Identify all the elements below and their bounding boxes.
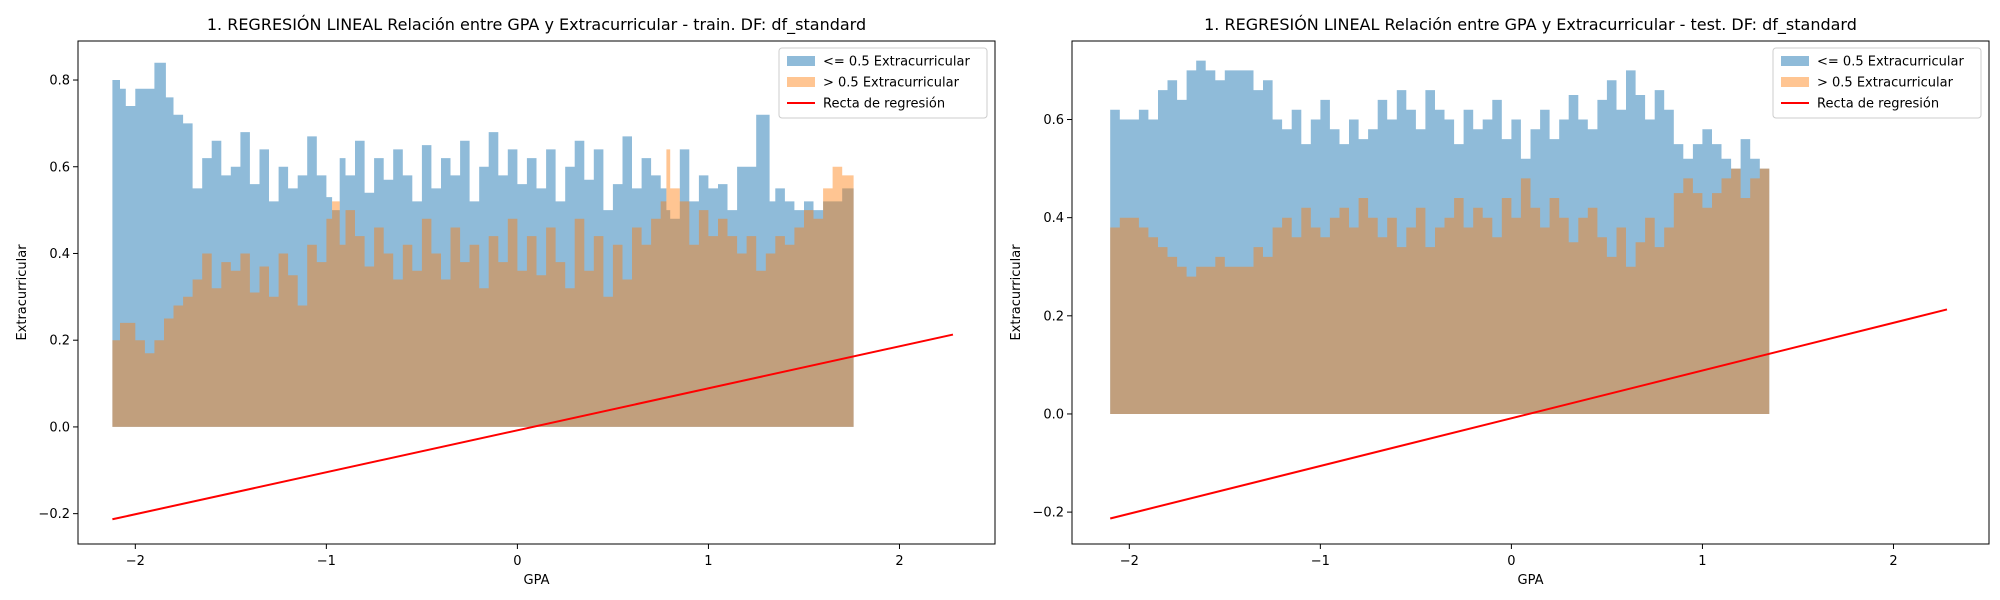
legend-label: <= 0.5 Extracurricular <box>823 55 970 70</box>
x-tick-label: −2 <box>1120 554 1139 569</box>
x-tick-label: 0 <box>1507 554 1515 569</box>
series-fill-1 <box>112 62 854 427</box>
legend-box <box>1772 47 1982 119</box>
x-axis-label: GPA <box>1518 573 1544 588</box>
y-tick-label: 0.0 <box>1043 407 1064 422</box>
legend-swatch <box>787 56 815 66</box>
series-fill-2 <box>112 149 854 427</box>
legend-swatch <box>1781 77 1809 87</box>
legend: <= 0.5 Extracurricular > 0.5 Extracurricu… <box>1772 47 1982 119</box>
y-axis-label: Extracurricular <box>15 244 30 341</box>
regression-line <box>1109 308 1948 520</box>
x-tick-label: −1 <box>1311 554 1330 569</box>
y-tick-label: 0.2 <box>49 334 70 349</box>
legend-swatch <box>1781 56 1809 66</box>
y-tick-label: 0.4 <box>1043 211 1064 226</box>
axes-frame <box>77 40 996 545</box>
y-tick-label: −0.2 <box>38 507 70 522</box>
x-tick-label: −2 <box>126 554 145 569</box>
legend-label: Recta de regresión <box>823 97 945 112</box>
regression-line <box>112 333 954 521</box>
y-tick-label: 0.2 <box>1043 309 1064 324</box>
x-tick-label: 0 <box>513 554 521 569</box>
legend-label: > 0.5 Extracurricular <box>1817 76 1954 91</box>
legend-box <box>778 47 988 119</box>
axes-frame <box>1071 40 1990 545</box>
legend-label: > 0.5 Extracurricular <box>823 76 960 91</box>
legend-swatch <box>787 77 815 87</box>
chart-title: 1. REGRESIÓN LINEAL Relación entre GPA y… <box>207 15 866 35</box>
y-axis-label: Extracurricular <box>1009 244 1024 341</box>
legend-label: Recta de regresión <box>1817 97 1939 112</box>
x-tick-label: 2 <box>1889 554 1897 569</box>
x-tick-label: 1 <box>1698 554 1706 569</box>
y-tick-label: 0.0 <box>49 420 70 435</box>
panel-2: −2 −1 0 1 2 −0.2 0.0 0.2 0.4 0.6 1. REGRESIÓN LINE… <box>1009 15 1990 588</box>
series-fill-2 <box>1110 149 1770 414</box>
y-tick-label: 0.8 <box>49 74 70 89</box>
x-axis-label: GPA <box>524 573 550 588</box>
x-tick-label: 2 <box>895 554 903 569</box>
legend-label: <= 0.5 Extracurricular <box>1817 55 1964 70</box>
chart-title: 1. REGRESIÓN LINEAL Relación entre GPA y… <box>1204 15 1857 35</box>
y-tick-label: 0.4 <box>49 247 70 262</box>
x-tick-label: 1 <box>704 554 712 569</box>
y-tick-label: 0.6 <box>49 160 70 175</box>
y-tick-label: 0.6 <box>1043 113 1064 128</box>
y-tick-label: −0.2 <box>1032 506 1064 521</box>
series-fill-1 <box>1110 60 1770 414</box>
x-tick-label: −1 <box>317 554 336 569</box>
legend: <= 0.5 Extracurricular > 0.5 Extracurricu… <box>778 47 988 119</box>
panel-1: −2 −1 0 1 2 −0.2 0.0 0.2 0.4 0.6 0.8 1. REGRESIÓN L… <box>15 15 996 588</box>
